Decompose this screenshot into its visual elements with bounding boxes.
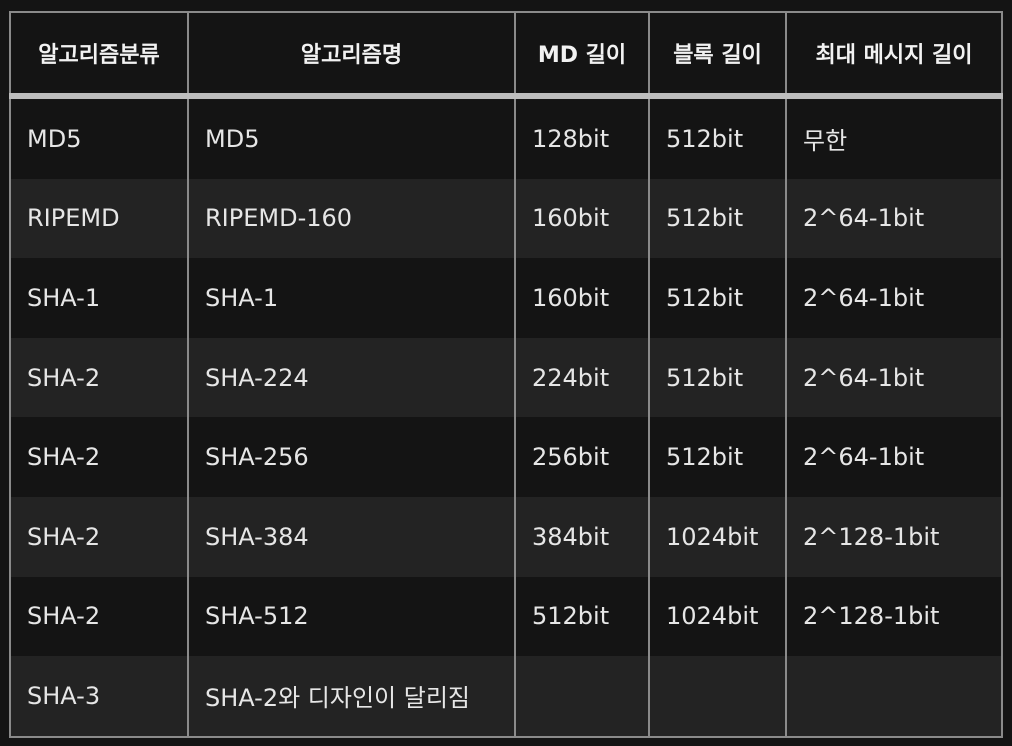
cell-md-length: 384bit <box>514 496 650 577</box>
cell-algorithm-name: MD5 <box>187 96 516 179</box>
cell-block-length: 1024bit <box>648 496 787 577</box>
cell-max-message-length: 2^128-1bit <box>785 576 1003 657</box>
table-row: SHA-2 SHA-256 256bit 512bit 2^64-1bit <box>9 417 1003 497</box>
cell-algorithm-category: SHA-2 <box>9 417 189 497</box>
cell-block-length: 1024bit <box>648 576 787 657</box>
cell-block-length: 512bit <box>648 178 787 259</box>
cell-algorithm-category: SHA-2 <box>9 337 189 418</box>
cell-max-message-length: 2^64-1bit <box>785 417 1003 497</box>
cell-block-length: 512bit <box>648 337 787 418</box>
cell-md-length: 160bit <box>514 258 650 338</box>
table-row: SHA-2 SHA-512 512bit 1024bit 2^128-1bit <box>9 576 1003 657</box>
cell-md-length: 128bit <box>514 96 650 179</box>
header-max-message-length: 최대 메시지 길이 <box>785 11 1003 99</box>
cell-algorithm-name: RIPEMD-160 <box>187 178 516 259</box>
cell-algorithm-name: SHA-256 <box>187 417 516 497</box>
cell-max-message-length: 무한 <box>785 96 1003 179</box>
cell-md-length <box>514 656 650 738</box>
header-block-length: 블록 길이 <box>648 11 787 99</box>
cell-md-length: 224bit <box>514 337 650 418</box>
cell-max-message-length: 2^64-1bit <box>785 337 1003 418</box>
cell-max-message-length <box>785 656 1003 738</box>
header-algorithm-name: 알고리즘명 <box>187 11 516 99</box>
cell-block-length: 512bit <box>648 96 787 179</box>
cell-block-length: 512bit <box>648 417 787 497</box>
hash-algorithm-table-container: 알고리즘분류 알고리즘명 MD 길이 블록 길이 최대 메시지 길이 MD5 M… <box>9 11 1003 738</box>
table-row: RIPEMD RIPEMD-160 160bit 512bit 2^64-1bi… <box>9 178 1003 259</box>
header-algorithm-category: 알고리즘분류 <box>9 11 189 99</box>
cell-algorithm-name: SHA-2와 디자인이 달리짐 <box>187 656 516 738</box>
cell-block-length: 512bit <box>648 258 787 338</box>
cell-algorithm-category: SHA-3 <box>9 656 189 738</box>
cell-algorithm-name: SHA-1 <box>187 258 516 338</box>
cell-algorithm-name: SHA-512 <box>187 576 516 657</box>
header-md-length: MD 길이 <box>514 11 650 99</box>
cell-md-length: 160bit <box>514 178 650 259</box>
table-header: 알고리즘분류 알고리즘명 MD 길이 블록 길이 최대 메시지 길이 <box>9 11 1003 99</box>
cell-algorithm-name: SHA-224 <box>187 337 516 418</box>
cell-algorithm-category: RIPEMD <box>9 178 189 259</box>
header-row: 알고리즘분류 알고리즘명 MD 길이 블록 길이 최대 메시지 길이 <box>9 11 1003 99</box>
table-body: MD5 MD5 128bit 512bit 무한 RIPEMD RIPEMD-1… <box>9 96 1003 738</box>
cell-max-message-length: 2^64-1bit <box>785 178 1003 259</box>
cell-md-length: 512bit <box>514 576 650 657</box>
cell-algorithm-category: MD5 <box>9 96 189 179</box>
table-row: SHA-2 SHA-224 224bit 512bit 2^64-1bit <box>9 337 1003 418</box>
cell-md-length: 256bit <box>514 417 650 497</box>
cell-max-message-length: 2^128-1bit <box>785 496 1003 577</box>
table-row: SHA-2 SHA-384 384bit 1024bit 2^128-1bit <box>9 496 1003 577</box>
table-row: MD5 MD5 128bit 512bit 무한 <box>9 96 1003 179</box>
table-row: SHA-1 SHA-1 160bit 512bit 2^64-1bit <box>9 258 1003 338</box>
table-row: SHA-3 SHA-2와 디자인이 달리짐 <box>9 656 1003 738</box>
cell-block-length <box>648 656 787 738</box>
hash-algorithm-table: 알고리즘분류 알고리즘명 MD 길이 블록 길이 최대 메시지 길이 MD5 M… <box>9 11 1003 738</box>
cell-max-message-length: 2^64-1bit <box>785 258 1003 338</box>
cell-algorithm-category: SHA-1 <box>9 258 189 338</box>
cell-algorithm-name: SHA-384 <box>187 496 516 577</box>
cell-algorithm-category: SHA-2 <box>9 576 189 657</box>
cell-algorithm-category: SHA-2 <box>9 496 189 577</box>
